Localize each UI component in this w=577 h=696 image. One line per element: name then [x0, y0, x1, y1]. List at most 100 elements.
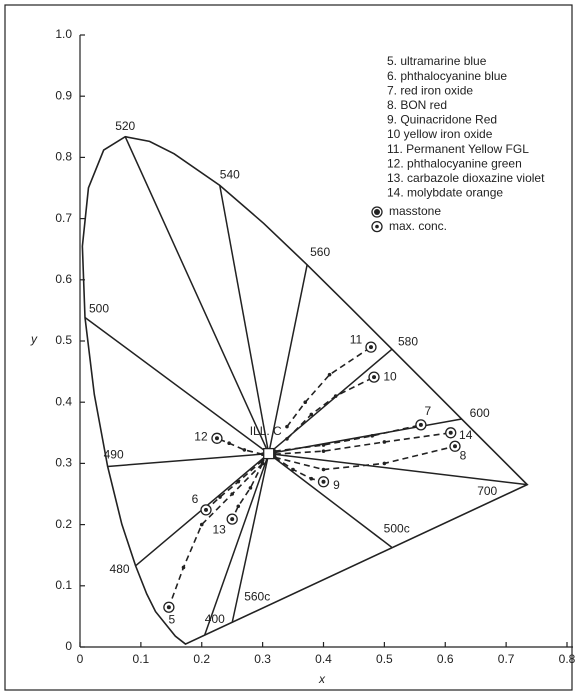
wavelength-line: [267, 264, 308, 454]
y-tick-label: 0.9: [55, 88, 72, 102]
legend-entry: 10 yellow iron oxide: [387, 127, 493, 141]
track-point: [260, 461, 265, 466]
track-point: [218, 495, 222, 499]
track-point: [291, 467, 295, 472]
track-label: 13: [213, 522, 227, 536]
track-point: [321, 467, 326, 472]
pigment-track: [274, 445, 456, 471]
wavelength-label: 500: [89, 302, 109, 316]
x-tick-label: 0.6: [437, 652, 454, 666]
wavelength-label: 540: [220, 168, 240, 182]
wavelength-line: [268, 452, 528, 486]
y-tick-label: 0.2: [55, 517, 72, 531]
track-point: [260, 458, 265, 463]
pigment-track: [274, 456, 324, 483]
max-conc-dot: [418, 422, 423, 427]
track-point: [230, 492, 234, 496]
x-tick-label: 0.7: [498, 652, 515, 666]
y-tick-label: 0.3: [55, 456, 72, 470]
y-tick-label: 0.6: [55, 272, 72, 286]
track-point: [248, 486, 253, 490]
wavelength-line: [204, 453, 270, 636]
track-point: [327, 372, 332, 377]
pigment-track: [216, 437, 263, 455]
frame: [4, 4, 573, 691]
pigment-track: [274, 424, 422, 452]
max-conc-dot: [204, 507, 209, 512]
legend-entry: 13. carbazole dioxazine violet: [387, 171, 545, 185]
track-point: [199, 522, 204, 527]
wavelength-line: [84, 316, 270, 455]
wavelength-label: 500c: [384, 521, 410, 535]
wavelength-line: [124, 136, 270, 454]
track-point: [321, 449, 326, 453]
legend-marker-dot: [374, 209, 380, 215]
max-conc-dot: [372, 375, 377, 380]
y-tick-label: 0.5: [55, 333, 72, 347]
track-label: 5: [169, 612, 176, 626]
wavelength-label: 560c: [244, 590, 270, 604]
legend-entry: 11. Permanent Yellow FGL: [387, 142, 529, 156]
legend-entry: 12. phthalocyanine green: [387, 156, 522, 170]
y-tick-label: 1.0: [55, 27, 72, 41]
track-point: [309, 476, 314, 481]
track-point: [236, 479, 241, 484]
x-axis-label: x: [318, 672, 326, 686]
wavelength-label: 600: [470, 406, 490, 420]
wavelength-label: 490: [104, 448, 124, 462]
max-conc-dot: [321, 479, 326, 484]
track-point: [382, 461, 387, 466]
x-tick-label: 0.4: [315, 652, 332, 666]
max-conc-dot: [230, 517, 235, 522]
x-tick-label: 0.5: [376, 652, 393, 666]
legend-marker-dot: [375, 224, 379, 229]
white-point: [263, 447, 275, 460]
track-point: [333, 394, 338, 398]
legend-entry: 9. Quinacridone Red: [387, 113, 497, 127]
wavelength-label: 480: [110, 562, 130, 576]
pigment-track: [231, 463, 264, 520]
legend-entry: 8. BON red: [387, 98, 447, 112]
track-point: [236, 504, 241, 509]
y-tick-label: 0.1: [55, 578, 72, 592]
legend-entry: 7. red iron oxide: [387, 83, 473, 97]
y-tick-label: 0: [65, 639, 72, 653]
legend-entry: masstone: [389, 204, 441, 218]
track-point: [370, 434, 375, 438]
track-label: 10: [383, 369, 397, 383]
y-tick-label: 0.4: [55, 394, 72, 408]
y-axis-label: y: [30, 332, 38, 346]
max-conc-dot: [214, 436, 219, 441]
spectral-locus: [81, 135, 529, 645]
y-tick-label: 0.8: [55, 150, 72, 164]
max-conc-dot: [452, 444, 457, 449]
track-label: 11: [350, 332, 363, 346]
track-point: [285, 424, 289, 429]
track-label: 6: [192, 492, 199, 506]
max-conc-dot: [166, 605, 171, 610]
x-tick-label: 0: [77, 652, 84, 666]
legend-entry: 14. molybdate orange: [387, 186, 503, 200]
wavelength-line: [107, 452, 269, 468]
track-label: 12: [194, 429, 208, 443]
legend-entry: 6. phthalocyanine blue: [387, 69, 507, 83]
wavelength-label: 400: [205, 612, 225, 626]
wavelength-line: [268, 418, 462, 455]
track-point: [309, 412, 314, 417]
y-tick-label: 0.7: [55, 211, 72, 225]
wavelength-line: [268, 453, 393, 548]
track-label: 7: [425, 404, 432, 418]
wavelength-label: 580: [398, 334, 418, 348]
legend-entry: 5. ultramarine blue: [387, 54, 487, 68]
x-tick-label: 0.1: [133, 652, 150, 666]
track-point: [242, 448, 247, 452]
track-point: [181, 565, 186, 570]
wavelength-label: 560: [310, 245, 330, 259]
wavelength-label: 520: [115, 119, 135, 133]
wavelength-line: [231, 453, 270, 623]
wavelength-line: [219, 185, 270, 454]
x-tick-label: 0.3: [254, 652, 271, 666]
pigment-track: [274, 432, 451, 456]
x-tick-label: 0.2: [193, 652, 210, 666]
